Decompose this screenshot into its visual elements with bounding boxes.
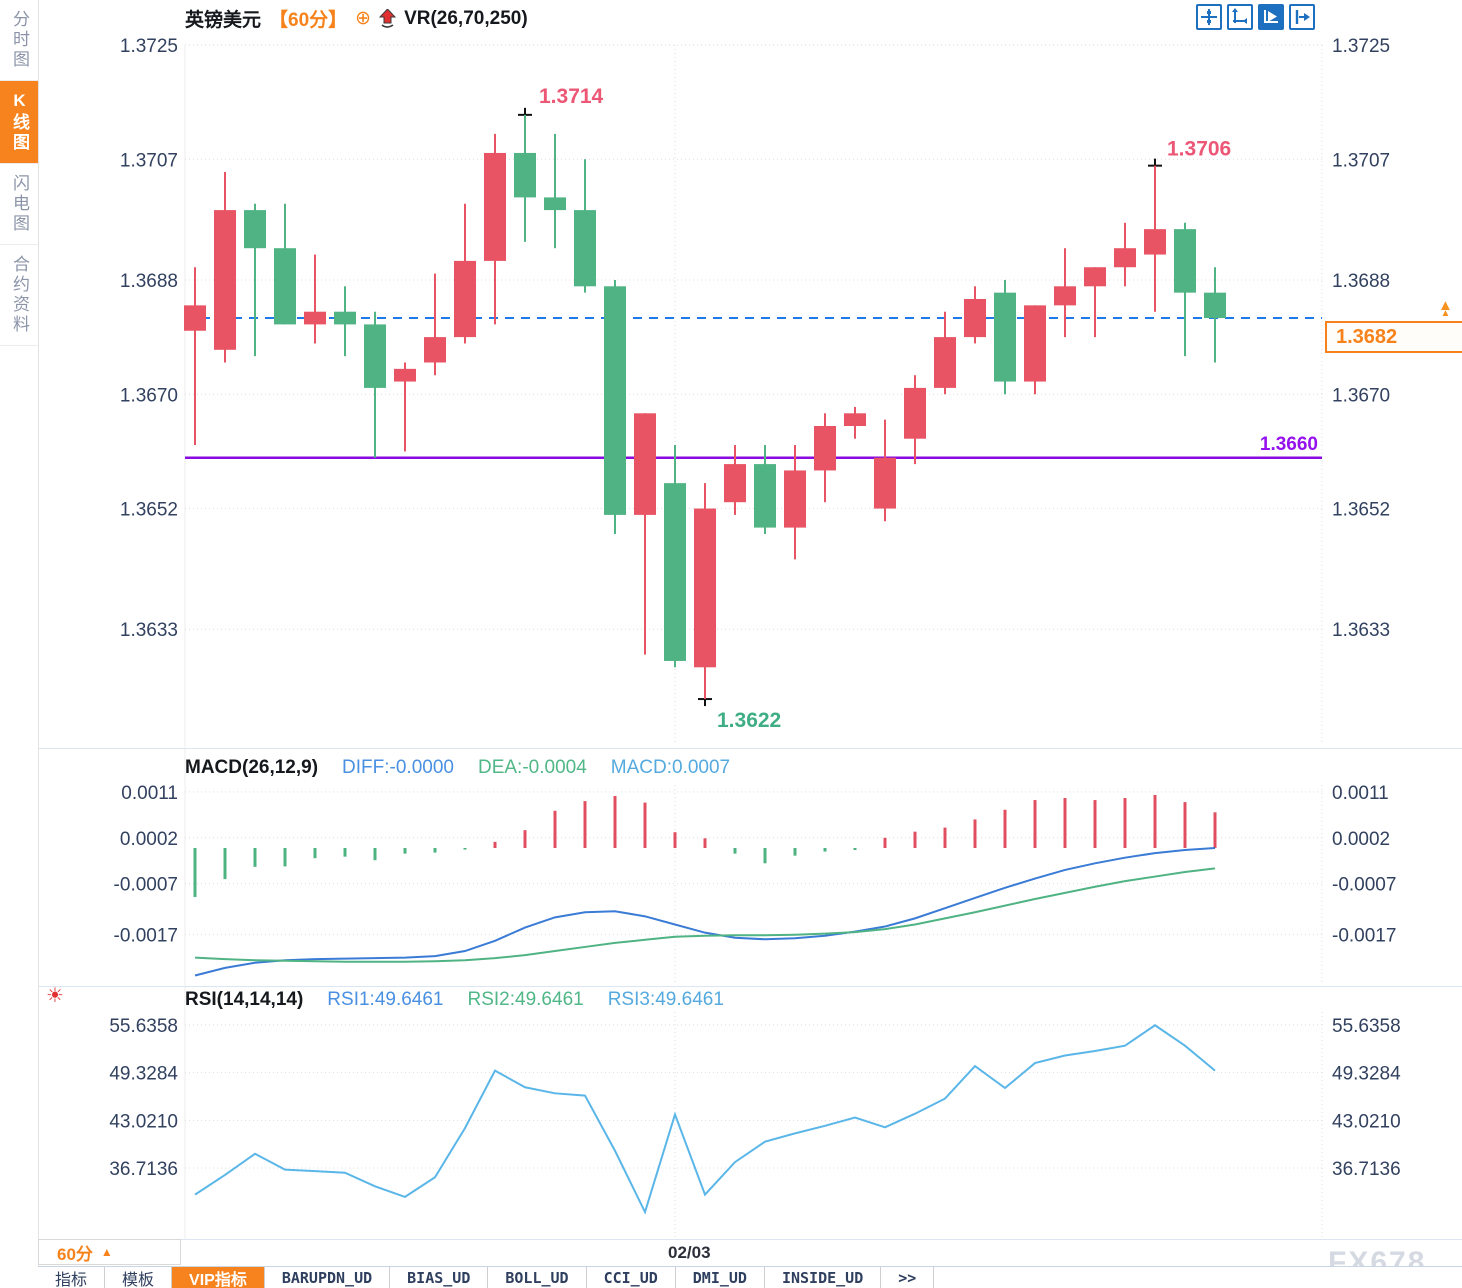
macd-diff-line (194, 847, 1216, 977)
sidebar-tab-lightning-chart[interactable]: 闪电图 (0, 164, 38, 245)
period-tag[interactable]: 【60分】 (269, 10, 348, 31)
tab-indicators[interactable]: 指标 (38, 1267, 106, 1288)
macd-panel: 0.0011 0.0011 0.0002 0.0002 -0.0007 -0.0007 -0… (114, 783, 1397, 947)
svg-text:1.3706: 1.3706 (1167, 138, 1231, 161)
sidebar-tab-time-chart[interactable]: 分时图 (0, 0, 38, 81)
svg-text:1.3670: 1.3670 (120, 385, 178, 406)
sidebar-tab-contract-info[interactable]: 合约资料 (0, 245, 38, 346)
left-sidebar: 分时图 K线图 闪电图 合约资料 (0, 0, 39, 1288)
svg-text:-0.0007: -0.0007 (1332, 875, 1396, 896)
svg-text:49.3284: 49.3284 (1332, 1064, 1401, 1085)
price-up-arrow-icon: ▲ ▲ (1438, 297, 1453, 319)
svg-text:-0.0017: -0.0017 (114, 926, 178, 947)
main-price-panel: 1.3725 1.3725 1.3707 1.3707 1.3688 1.3688 1.36… (120, 36, 1390, 732)
axis-zoom-button[interactable] (1227, 4, 1253, 30)
rsi-line (194, 1024, 1216, 1215)
move-crosshair-button[interactable] (1196, 4, 1222, 30)
indicator-settings-sun-icon[interactable]: ☀ (46, 985, 64, 1007)
macd-title[interactable]: MACD(26,12,9) (185, 757, 319, 778)
svg-text:1.3652: 1.3652 (1332, 500, 1390, 521)
rsi3-value: RSI3:49.6461 (607, 989, 724, 1010)
tab-templates[interactable]: 模板 (105, 1267, 173, 1288)
panel-separator (0, 986, 1462, 987)
sidebar-tab-kline-chart[interactable]: K线图 (0, 81, 38, 164)
svg-text:1.3714: 1.3714 (539, 85, 604, 108)
svg-text:0.0011: 0.0011 (1332, 783, 1389, 804)
shift-right-button[interactable] (1289, 4, 1315, 30)
svg-text:1.3725: 1.3725 (120, 36, 178, 57)
period-selector-label: 60分 (57, 1244, 93, 1264)
rsi1-value: RSI1:49.6461 (327, 989, 444, 1010)
period-selector-button[interactable]: 60分 ▲ (38, 1239, 181, 1265)
macd-macd-value: MACD:0.0007 (610, 757, 731, 778)
panel-separator (0, 748, 1462, 749)
trend-up-arrow-icon (379, 9, 397, 28)
tab-dmi-ud[interactable]: DMI_UD (676, 1267, 765, 1288)
tab-bias-ud[interactable]: BIAS_UD (390, 1267, 489, 1288)
tab-vip-indicators[interactable]: VIP指标 (172, 1267, 265, 1288)
macd-diff-value: DIFF:-0.0000 (342, 757, 454, 778)
macd-histogram (193, 794, 1217, 897)
rsi-header: RSI(14,14,14) RSI1:49.6461 RSI2:49.6461 … (185, 989, 724, 1011)
svg-text:49.3284: 49.3284 (109, 1064, 178, 1085)
svg-text:0.0011: 0.0011 (121, 783, 178, 804)
indicator-tabbar: 指标 模板 VIP指标 BARUPDN_UD BIAS_UD BOLL_UD C… (38, 1266, 1462, 1288)
rsi2-value: RSI2:49.6461 (467, 989, 584, 1010)
svg-text:1.3707: 1.3707 (120, 150, 178, 171)
tab-barupdn-ud[interactable]: BARUPDN_UD (265, 1267, 391, 1288)
svg-text:36.7136: 36.7136 (109, 1159, 178, 1180)
svg-text:43.0210: 43.0210 (1332, 1111, 1401, 1132)
chart-header: 英镑美元 【60分】 ⊕ VR(26,70,250) (185, 5, 528, 32)
macd-header: MACD(26,12,9) DIFF:-0.0000 DEA:-0.0004 M… (185, 757, 730, 779)
panel-separator (0, 1239, 1462, 1240)
tab-more[interactable]: >> (881, 1267, 935, 1288)
rsi-title[interactable]: RSI(14,14,14) (185, 989, 304, 1010)
svg-text:0.0002: 0.0002 (1332, 829, 1390, 850)
last-price-tag[interactable]: 1.3682 (1325, 321, 1462, 353)
svg-text:1.3688: 1.3688 (120, 271, 178, 292)
svg-text:1.3670: 1.3670 (1332, 385, 1390, 406)
svg-text:43.0210: 43.0210 (109, 1111, 178, 1132)
tab-boll-ud[interactable]: BOLL_UD (488, 1267, 587, 1288)
x-axis-date-label: 02/03 (668, 1243, 711, 1262)
vr-indicator-label: VR(26,70,250) (404, 7, 528, 29)
triangle-up-icon: ▲ (100, 1245, 113, 1259)
macd-dea-line (194, 867, 1216, 963)
tab-inside-ud[interactable]: INSIDE_UD (765, 1267, 882, 1288)
svg-text:1.3622: 1.3622 (717, 709, 781, 732)
svg-text:1.3688: 1.3688 (1332, 271, 1390, 292)
candles-group (184, 114, 1226, 700)
svg-text:-0.0017: -0.0017 (1332, 926, 1396, 947)
rsi-panel: 55.6358 55.6358 49.3284 49.3284 43.0210 43.02… (109, 1016, 1401, 1180)
svg-text:36.7136: 36.7136 (1332, 1159, 1401, 1180)
macd-dea-value: DEA:-0.0004 (477, 757, 587, 778)
play-autoscroll-button[interactable] (1258, 4, 1284, 30)
svg-text:1.3707: 1.3707 (1332, 150, 1390, 171)
svg-text:55.6358: 55.6358 (1332, 1016, 1401, 1037)
symbol-title: 英镑美元 (185, 10, 262, 31)
svg-text:1.3633: 1.3633 (1332, 620, 1390, 641)
chart-toolbar (1196, 4, 1315, 30)
svg-text:1.3725: 1.3725 (1332, 36, 1390, 57)
svg-text:1.3633: 1.3633 (120, 620, 178, 641)
tab-cci-ud[interactable]: CCI_UD (587, 1267, 676, 1288)
svg-text:1.3660: 1.3660 (1260, 434, 1318, 455)
svg-text:-0.0007: -0.0007 (114, 875, 178, 896)
svg-text:55.6358: 55.6358 (109, 1016, 178, 1037)
svg-text:0.0002: 0.0002 (120, 829, 178, 850)
svg-text:1.3652: 1.3652 (120, 500, 178, 521)
add-indicator-icon[interactable]: ⊕ (355, 8, 372, 29)
